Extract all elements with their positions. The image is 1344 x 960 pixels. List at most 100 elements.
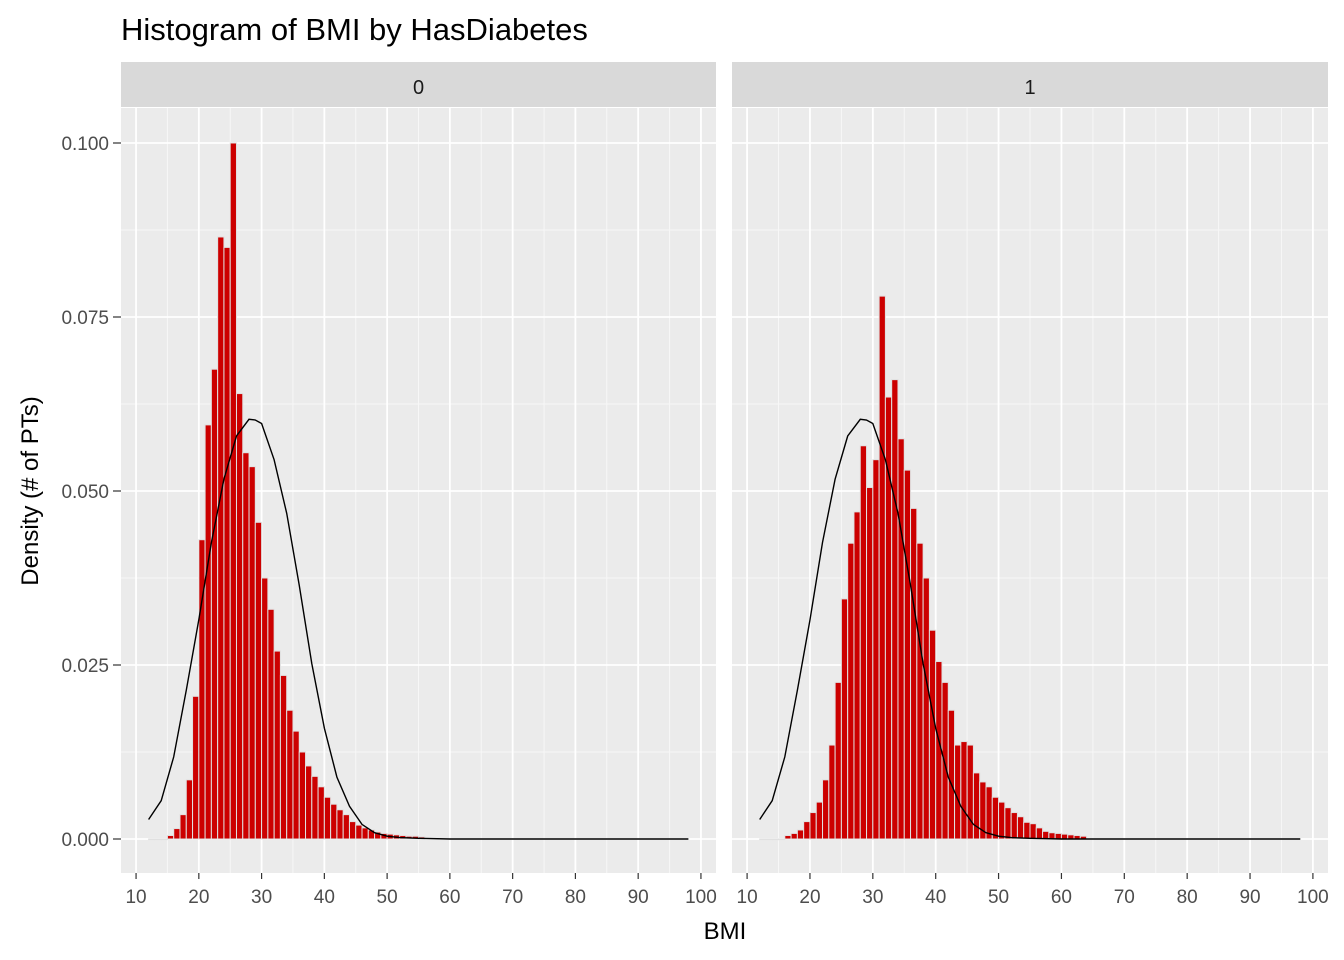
histogram-bar	[217, 236, 225, 840]
y-tick-label: 0.050	[61, 482, 109, 503]
histogram-bar	[317, 786, 325, 840]
histogram-bar	[261, 577, 269, 840]
histogram-bar	[966, 744, 974, 840]
histogram-bar	[254, 521, 263, 840]
facet-strip	[121, 62, 716, 107]
histogram-bar	[1004, 807, 1012, 840]
histogram-bar	[154, 838, 162, 841]
histogram-bar	[1054, 832, 1062, 840]
y-tick-label: 0.025	[61, 656, 109, 677]
histogram-bar	[998, 801, 1006, 840]
y-tick-label: 0.075	[61, 308, 109, 329]
histogram-bar	[828, 744, 836, 840]
histogram-bar	[954, 744, 962, 840]
histogram-bar	[916, 542, 924, 840]
histogram-bar	[148, 838, 156, 841]
histogram-bar	[223, 246, 231, 840]
histogram-bar	[1029, 823, 1037, 840]
histogram-bar	[298, 751, 307, 840]
histogram-bar	[323, 796, 332, 840]
histogram-bar	[229, 142, 237, 840]
x-tick-label: 50	[377, 887, 398, 908]
histogram-bar	[361, 827, 369, 840]
histogram-bar	[985, 786, 993, 840]
x-tick-label: 30	[862, 887, 883, 908]
histogram-bar	[192, 695, 200, 840]
y-tick-label: 0.100	[61, 134, 109, 155]
x-tick-label: 40	[925, 887, 946, 908]
histogram-bar	[840, 598, 849, 840]
histogram-bar	[1010, 812, 1018, 840]
histogram-bar	[960, 741, 968, 840]
histogram-bar	[267, 608, 275, 840]
histogram-bar	[355, 824, 363, 840]
histogram-bar	[1035, 827, 1044, 840]
x-tick-label: 100	[1297, 887, 1329, 908]
histogram-bar	[173, 828, 181, 840]
x-tick-label: 40	[314, 887, 335, 908]
histogram-bar	[248, 466, 256, 840]
facet-panels: 0.000 0.025 0.050 0.075 0.100 0 10 20 30 40 50 60 70…	[61, 62, 1329, 908]
x-tick-label: 90	[1239, 887, 1260, 908]
histogram-bar	[928, 629, 937, 840]
x-tick-label: 50	[988, 887, 1009, 908]
x-tick-label: 90	[628, 887, 649, 908]
histogram-bar	[778, 838, 786, 841]
histogram-bar	[1042, 830, 1050, 840]
histogram-bar	[910, 507, 918, 840]
facet-panel-0: 0 10 20 30 40 50 60 70 80 90 100	[121, 62, 717, 908]
x-tick-label: 30	[251, 887, 272, 908]
histogram-bar	[903, 469, 912, 840]
histogram-bar	[922, 577, 930, 840]
x-axis-title: BMI	[704, 918, 747, 945]
facet-panel-1: 1 10 20 30 40 50 60 70 80 90 100	[732, 62, 1329, 908]
histogram-bar	[342, 814, 350, 840]
histogram-bar	[847, 542, 855, 840]
histogram-bar	[1016, 816, 1025, 840]
histogram-bar	[185, 779, 194, 840]
x-tick-label: 70	[1114, 887, 1135, 908]
normal-density-curve	[759, 418, 1301, 840]
histogram-bar	[286, 709, 294, 840]
normal-density-curve	[148, 418, 689, 840]
chart-title: Histogram of BMI by HasDiabetes	[121, 12, 588, 47]
histogram-bar	[853, 511, 861, 840]
histogram-bar	[815, 801, 824, 840]
histogram-bar	[160, 838, 168, 841]
histogram-bar	[771, 838, 780, 841]
histogram-bar	[897, 438, 905, 840]
histogram-bar	[803, 821, 811, 840]
x-tick-label: 70	[502, 887, 523, 908]
histogram-bar	[859, 445, 868, 840]
histogram-bar	[822, 779, 830, 840]
histogram-bar	[991, 796, 1000, 840]
histogram-bar	[765, 838, 773, 841]
histogram-bar	[204, 424, 212, 840]
facet-strip-label: 1	[1024, 77, 1035, 99]
histogram-bar	[834, 681, 842, 840]
x-tick-label: 80	[1177, 887, 1198, 908]
histogram-bar	[878, 295, 886, 840]
histogram-bar	[292, 730, 300, 840]
histogram-bar	[1023, 821, 1031, 840]
y-axis-title: Density (# of PTs)	[17, 396, 44, 585]
histogram-bar	[242, 452, 250, 840]
histogram-bar	[336, 809, 344, 840]
histogram-bar	[796, 829, 805, 840]
histogram-bar	[866, 487, 874, 840]
histogram-bar	[759, 838, 767, 841]
x-tick-label: 100	[685, 887, 717, 908]
histogram-bar	[279, 674, 288, 840]
histogram-bar	[273, 650, 281, 840]
x-tick-label: 60	[439, 887, 460, 908]
histogram-bar	[305, 765, 313, 840]
x-tick-label: 20	[188, 887, 209, 908]
facet-strip-label: 0	[413, 77, 424, 99]
histogram-bar	[235, 393, 244, 840]
histogram-bar	[784, 835, 792, 840]
histogram-bar	[330, 803, 338, 840]
y-tick-label: 0.000	[61, 830, 109, 851]
histogram-bar	[790, 832, 798, 840]
histogram-bar	[891, 379, 899, 840]
